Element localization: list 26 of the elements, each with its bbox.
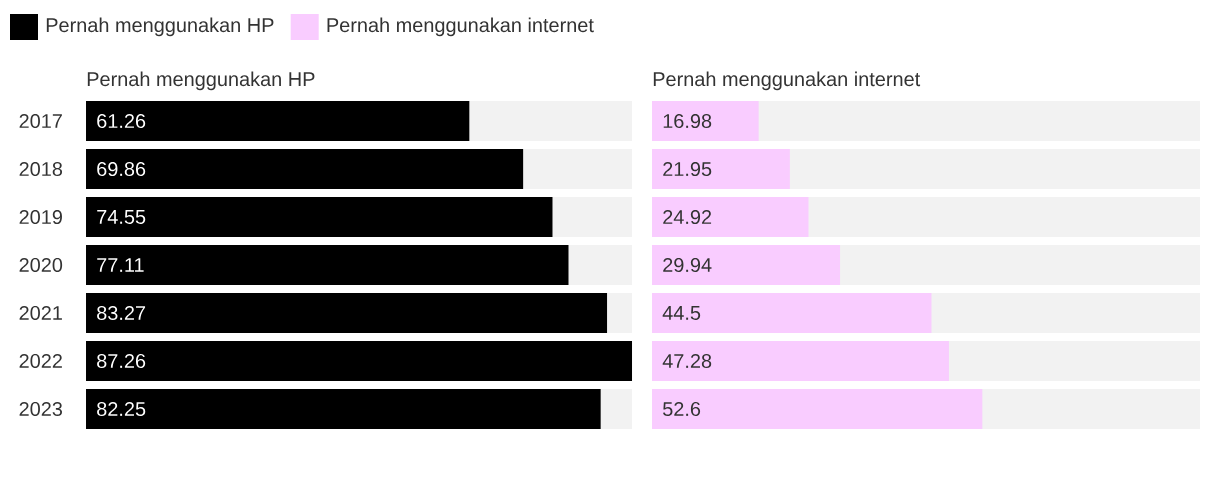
chart-title: Pernah menggunakan HP bbox=[87, 71, 315, 91]
legend-label: Pernah menggunakan HP bbox=[46, 17, 274, 37]
data-label: 61.26 bbox=[97, 113, 146, 129]
y-tick-label: 2020 bbox=[19, 257, 63, 273]
legend-label: Pernah menggunakan internet bbox=[327, 17, 594, 37]
data-label: 21.95 bbox=[663, 161, 712, 177]
y-tick-label: 2023 bbox=[19, 401, 63, 417]
data-label: 87.26 bbox=[97, 353, 146, 369]
data-label: 69.86 bbox=[97, 161, 146, 177]
y-tick-label: 2021 bbox=[19, 305, 62, 321]
bar bbox=[652, 101, 759, 141]
data-label: 77.11 bbox=[97, 258, 144, 272]
data-label: 16.98 bbox=[663, 113, 712, 129]
y-tick-label: 2022 bbox=[19, 353, 62, 369]
data-label: 44.5 bbox=[662, 306, 701, 320]
data-label: 29.94 bbox=[663, 257, 712, 273]
y-tick-label: 2018 bbox=[19, 161, 63, 177]
chart-title: Pernah menggunakan internet bbox=[653, 71, 921, 91]
data-label: 82.25 bbox=[97, 401, 146, 417]
data-label: 52.6 bbox=[663, 401, 701, 417]
y-tick-label: 2017 bbox=[19, 113, 62, 129]
data-label: 74.55 bbox=[97, 210, 146, 224]
y-tick-label: 2019 bbox=[19, 209, 62, 225]
data-label: 83.27 bbox=[97, 305, 146, 321]
data-label: 47.28 bbox=[662, 353, 712, 369]
data-label: 24.92 bbox=[663, 209, 712, 225]
